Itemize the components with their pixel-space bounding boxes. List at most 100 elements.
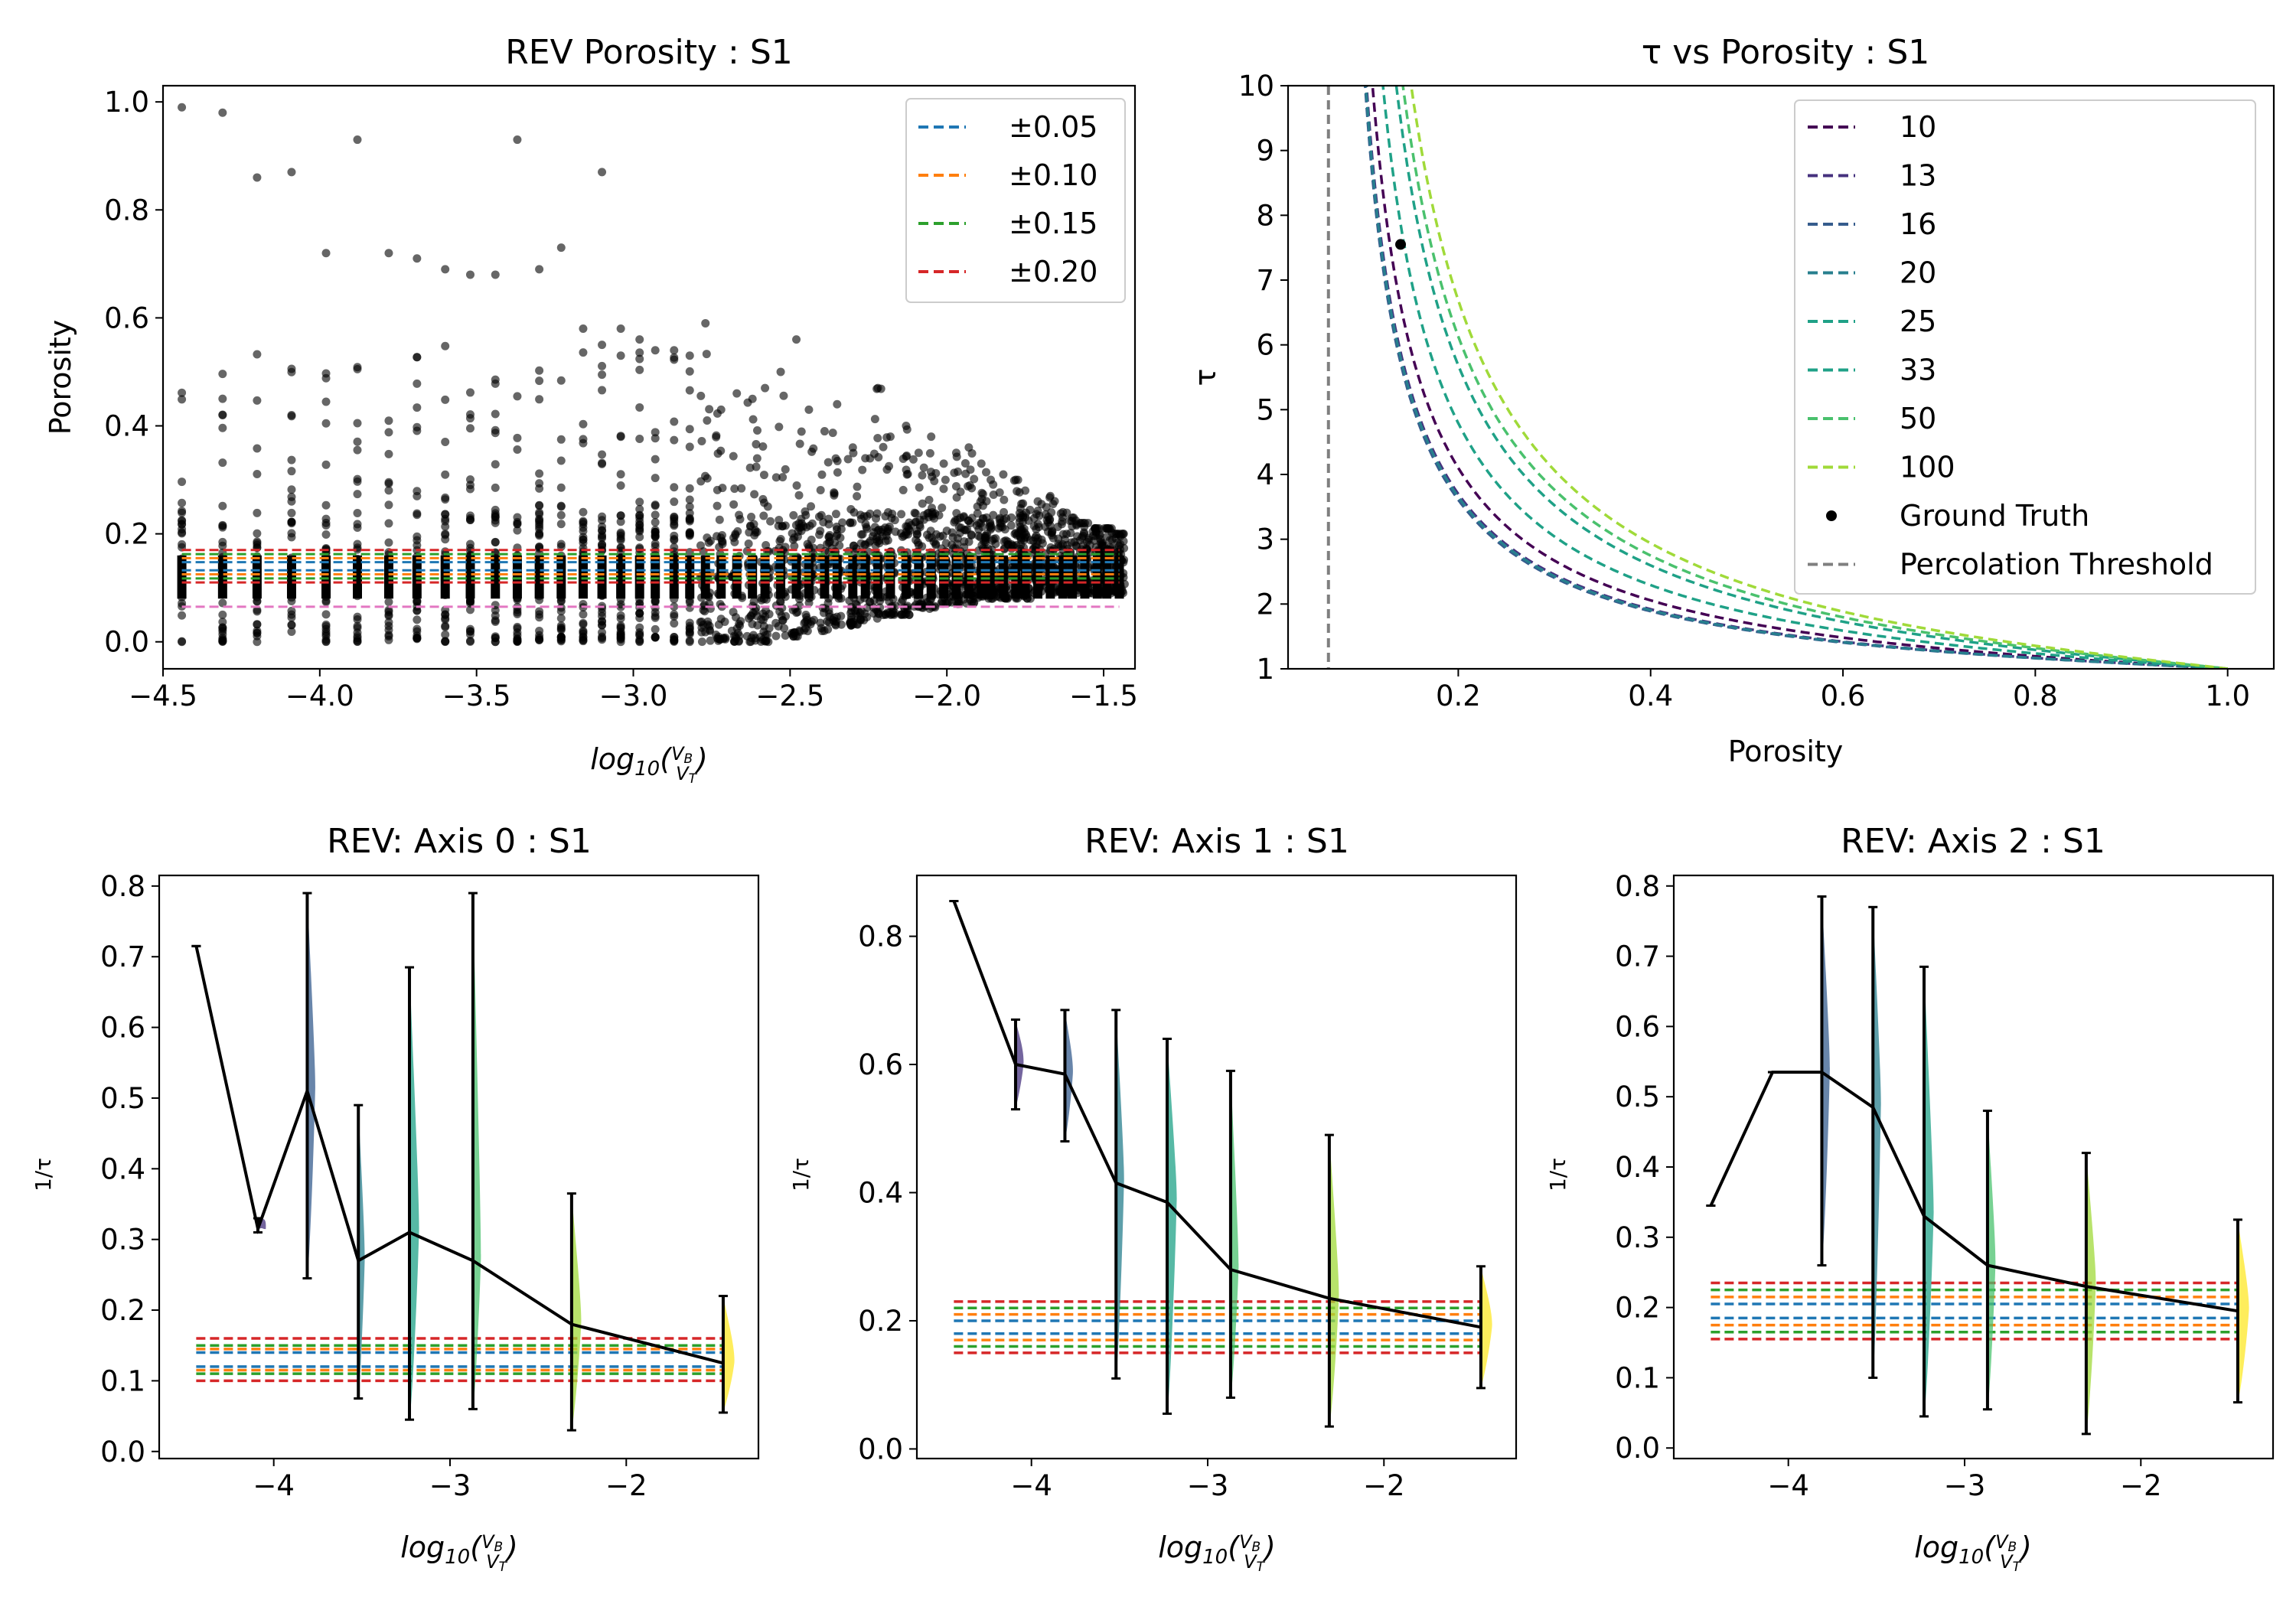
scatter-point — [579, 526, 588, 536]
scatter-point — [384, 416, 393, 425]
series-line-10 — [1371, 86, 2228, 669]
scatter-point — [856, 615, 865, 624]
scatter-point — [287, 529, 296, 538]
scatter-cluster — [465, 555, 475, 599]
scatter-point — [910, 508, 919, 517]
rev-porosity-ytick-label: 0.0 — [104, 626, 149, 659]
scatter-point — [598, 627, 607, 637]
rev-axis-1-xlabel: log10(VB VT) — [1158, 1530, 1276, 1575]
scatter-cluster — [914, 555, 924, 599]
tau-vs-porosity-xtick-label: 0.8 — [2013, 680, 2058, 712]
scatter-point — [218, 523, 227, 532]
rev-porosity-xlabel: log10(VB VT) — [590, 742, 708, 787]
scatter-point — [670, 611, 679, 621]
scatter-point — [218, 370, 227, 379]
scatter-point — [253, 469, 262, 478]
scatter-point — [775, 516, 784, 525]
scatter-point — [556, 614, 566, 623]
scatter-point — [804, 405, 814, 414]
scatter-point — [579, 419, 588, 429]
scatter-point — [287, 497, 296, 506]
legend-marker — [1826, 510, 1837, 521]
rev-axis-1-title: REV: Axis 1 : S1 — [1084, 822, 1349, 861]
scatter-point — [872, 614, 882, 623]
scatter-point — [670, 483, 679, 492]
scatter-point — [1090, 536, 1099, 545]
scatter-point — [441, 522, 450, 531]
scatter-point — [353, 490, 362, 499]
scatter-point — [670, 619, 679, 628]
rev-porosity-xtick-label: −2.5 — [755, 680, 824, 712]
scatter-point — [912, 526, 921, 536]
scatter-point — [1058, 530, 1068, 539]
scatter-point — [353, 545, 362, 554]
scatter-point — [635, 544, 644, 553]
scatter-point — [535, 635, 544, 644]
scatter-point — [897, 510, 906, 519]
scatter-point — [616, 324, 625, 333]
tau-vs-porosity-legend-frame — [1794, 99, 2256, 595]
series-line-100 — [1410, 86, 2228, 669]
rev-porosity-panel: REV Porosity : S1 −4.5 −4.0 −3.5 −3.0 −2.5 −2… — [44, 33, 1138, 787]
scatter-point — [922, 530, 931, 539]
rev-axis-0-ytick-label: 0.0 — [100, 1436, 145, 1468]
rev-axis-2-title: REV: Axis 2 : S1 — [1841, 822, 2105, 861]
tau-vs-porosity-data — [1326, 86, 2228, 669]
scatter-point — [747, 513, 756, 522]
scatter-point — [938, 503, 947, 512]
scatter-point — [651, 474, 660, 483]
scatter-point — [928, 510, 938, 519]
scatter-point — [873, 434, 882, 443]
tau-vs-porosity-xtick-label: 0.2 — [1436, 680, 1481, 712]
scatter-point — [513, 526, 522, 535]
scatter-point — [729, 500, 739, 509]
scatter-point — [882, 531, 891, 540]
scatter-point — [384, 611, 393, 621]
scatter-point — [598, 458, 607, 468]
tau-vs-porosity-panel: τ vs Porosity : S1 0.2 0.4 0.6 0.8 1.0 1 2 3 4 5 6… — [1189, 33, 2275, 768]
scatter-point — [353, 623, 362, 632]
rev-axis-0-panel: REV: Axis 0 : S1 −4 −3 −2 0.0 0.1 0.2 0.3 0.4 0.… — [31, 822, 760, 1575]
scatter-point — [823, 624, 833, 634]
scatter-point — [384, 519, 393, 528]
scatter-point — [814, 512, 823, 521]
legend-label: 100 — [1900, 451, 1955, 484]
scatter-point — [729, 608, 738, 617]
scatter-point — [934, 510, 944, 520]
scatter-point — [685, 598, 694, 607]
legend-label: Ground Truth — [1900, 499, 2089, 533]
tau-vs-porosity-ytick-label: 10 — [1238, 70, 1274, 103]
rev-axis-1-ytick-label: 0.0 — [858, 1433, 903, 1465]
violins — [1821, 896, 2249, 1434]
scatter-point — [287, 606, 296, 615]
scatter-point — [1006, 521, 1016, 530]
scatter-cluster — [848, 555, 858, 599]
scatter-point — [579, 620, 588, 629]
scatter-point — [745, 463, 755, 472]
scatter-point — [824, 520, 833, 529]
violin-body — [1987, 1110, 1996, 1410]
scatter-point — [685, 636, 694, 645]
rev-porosity-ytick-label: 0.6 — [104, 302, 149, 334]
scatter-point — [218, 623, 227, 632]
scatter-point — [1065, 516, 1075, 525]
scatter-point — [809, 444, 818, 453]
scatter-point — [491, 632, 500, 641]
scatter-point — [807, 519, 817, 528]
scatter-point — [218, 108, 227, 117]
scatter-point — [556, 597, 566, 606]
scatter-point — [535, 395, 544, 404]
scatter-point — [465, 475, 475, 484]
scatter-point — [926, 468, 935, 477]
tau-vs-porosity-ytick-label: 8 — [1256, 199, 1274, 232]
rev-axis-0-plot-frame — [158, 874, 760, 1460]
scatter-point — [413, 541, 422, 550]
scatter-point — [635, 609, 644, 618]
scatter-point — [253, 628, 262, 637]
scatter-point — [833, 399, 842, 409]
scatter-point — [651, 624, 660, 634]
scatter-point — [816, 618, 825, 627]
scatter-cluster — [685, 555, 695, 599]
scatter-point — [556, 539, 566, 549]
rev-porosity-xtick-label: −4.0 — [285, 680, 354, 712]
